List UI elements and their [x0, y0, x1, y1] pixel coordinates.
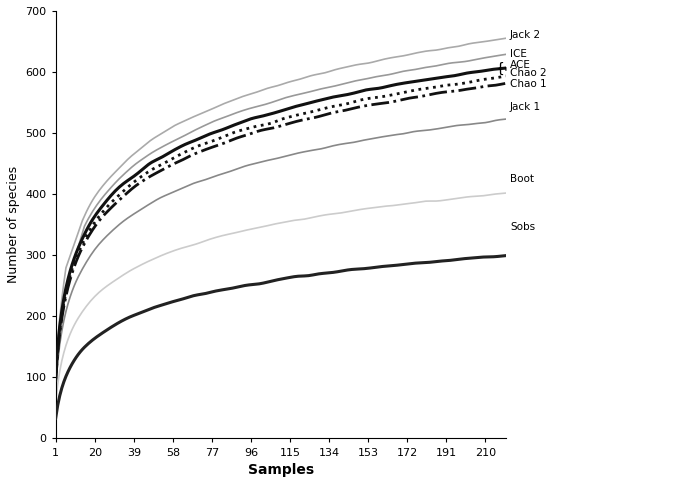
Text: Jack 1: Jack 1	[510, 103, 541, 112]
X-axis label: Samples: Samples	[247, 463, 314, 477]
Text: ICE: ICE	[510, 49, 527, 59]
Text: Jack 2: Jack 2	[510, 30, 541, 40]
Text: Sobs: Sobs	[510, 222, 535, 231]
Text: Chao 2: Chao 2	[510, 68, 547, 78]
Text: {: {	[495, 62, 504, 76]
Text: Boot: Boot	[510, 174, 534, 184]
Y-axis label: Number of species: Number of species	[7, 166, 20, 283]
Text: ACE: ACE	[510, 60, 531, 70]
Text: Chao 1: Chao 1	[510, 79, 547, 89]
